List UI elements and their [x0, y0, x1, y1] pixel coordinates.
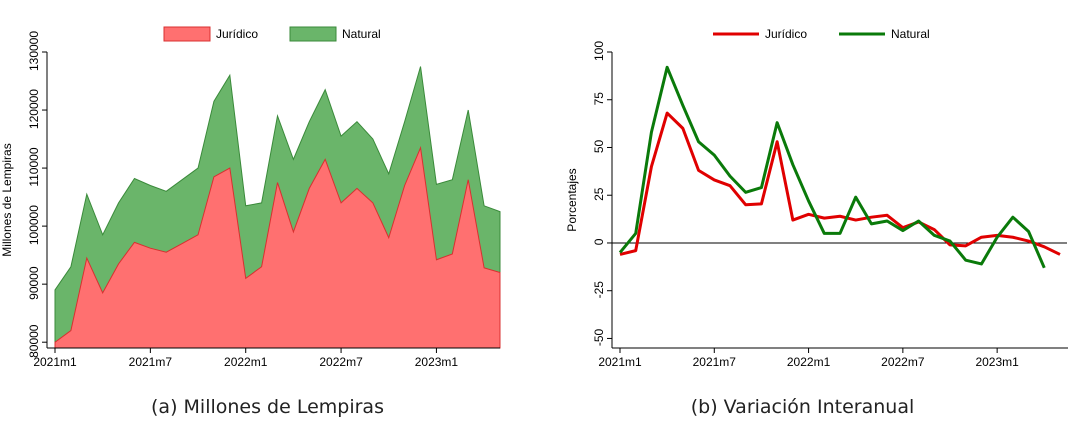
y-tick-label: 0	[592, 238, 606, 245]
x-tick-label: 2021m7	[693, 355, 737, 369]
line-natural	[618, 65, 1046, 269]
y-tick-label: 90000	[27, 266, 41, 300]
legend-label-natural: Natural	[342, 27, 381, 41]
legend-swatch-natural	[289, 26, 337, 42]
y-tick-label: 110000	[27, 147, 41, 186]
y-tick-label: 100000	[27, 205, 41, 245]
y-tick-label: 100	[592, 41, 606, 61]
legend-label-juridico: Jurídico	[765, 27, 807, 41]
x-tick-label: 2022m7	[881, 355, 925, 369]
y-tick-label: -50	[592, 328, 606, 346]
y-tick-label: 80000	[27, 324, 41, 358]
legend-label-juridico: Jurídico	[216, 27, 258, 41]
panel-variacion-interanual: -50 -25 0 25 50 75 100 2021m1 2021m7 2022m1 2022m7…	[535, 0, 1070, 436]
y-tick-label: 75	[592, 92, 606, 106]
line-juridico	[619, 111, 1061, 256]
legend-swatch-juridico	[163, 26, 211, 42]
line-chart: -50 -25 0 25 50 75 100 2021m1 2021m7 2022m1 2022m7…	[565, 27, 1068, 369]
y-axis-title: Porcentajes	[565, 168, 579, 231]
stacked-area-chart: 80000 90000 100000 110000 120000 130000 2021m1…	[0, 26, 501, 369]
x-tick-label: 2023m1	[975, 355, 1019, 369]
caption-b: (b) Variación Interanual	[690, 396, 915, 418]
area-juridico	[54, 145, 501, 349]
x-tick-label: 2023m1	[415, 355, 459, 369]
x-tick-label: 2021m1	[598, 355, 642, 369]
legend-label-natural: Natural	[891, 27, 930, 41]
y-tick-label: 50	[592, 139, 606, 153]
y-axis-title: Millones de Lempiras	[0, 143, 14, 256]
x-tick-label: 2022m1	[787, 355, 831, 369]
x-tick-label: 2022m7	[319, 355, 363, 369]
y-tick-label: 130000	[27, 31, 41, 71]
y-tick-label: -25	[592, 281, 606, 299]
y-tick-label: 120000	[27, 89, 41, 129]
x-tick-label: 2021m1	[33, 355, 77, 369]
caption-a: (a) Millones de Lempiras	[151, 396, 384, 418]
panel-millones-de-lempiras: 80000 90000 100000 110000 120000 130000 2021m1…	[0, 26, 501, 418]
x-tick-label: 2021m7	[129, 355, 173, 369]
x-tick-label: 2022m1	[224, 355, 268, 369]
y-tick-label: 25	[592, 187, 606, 201]
